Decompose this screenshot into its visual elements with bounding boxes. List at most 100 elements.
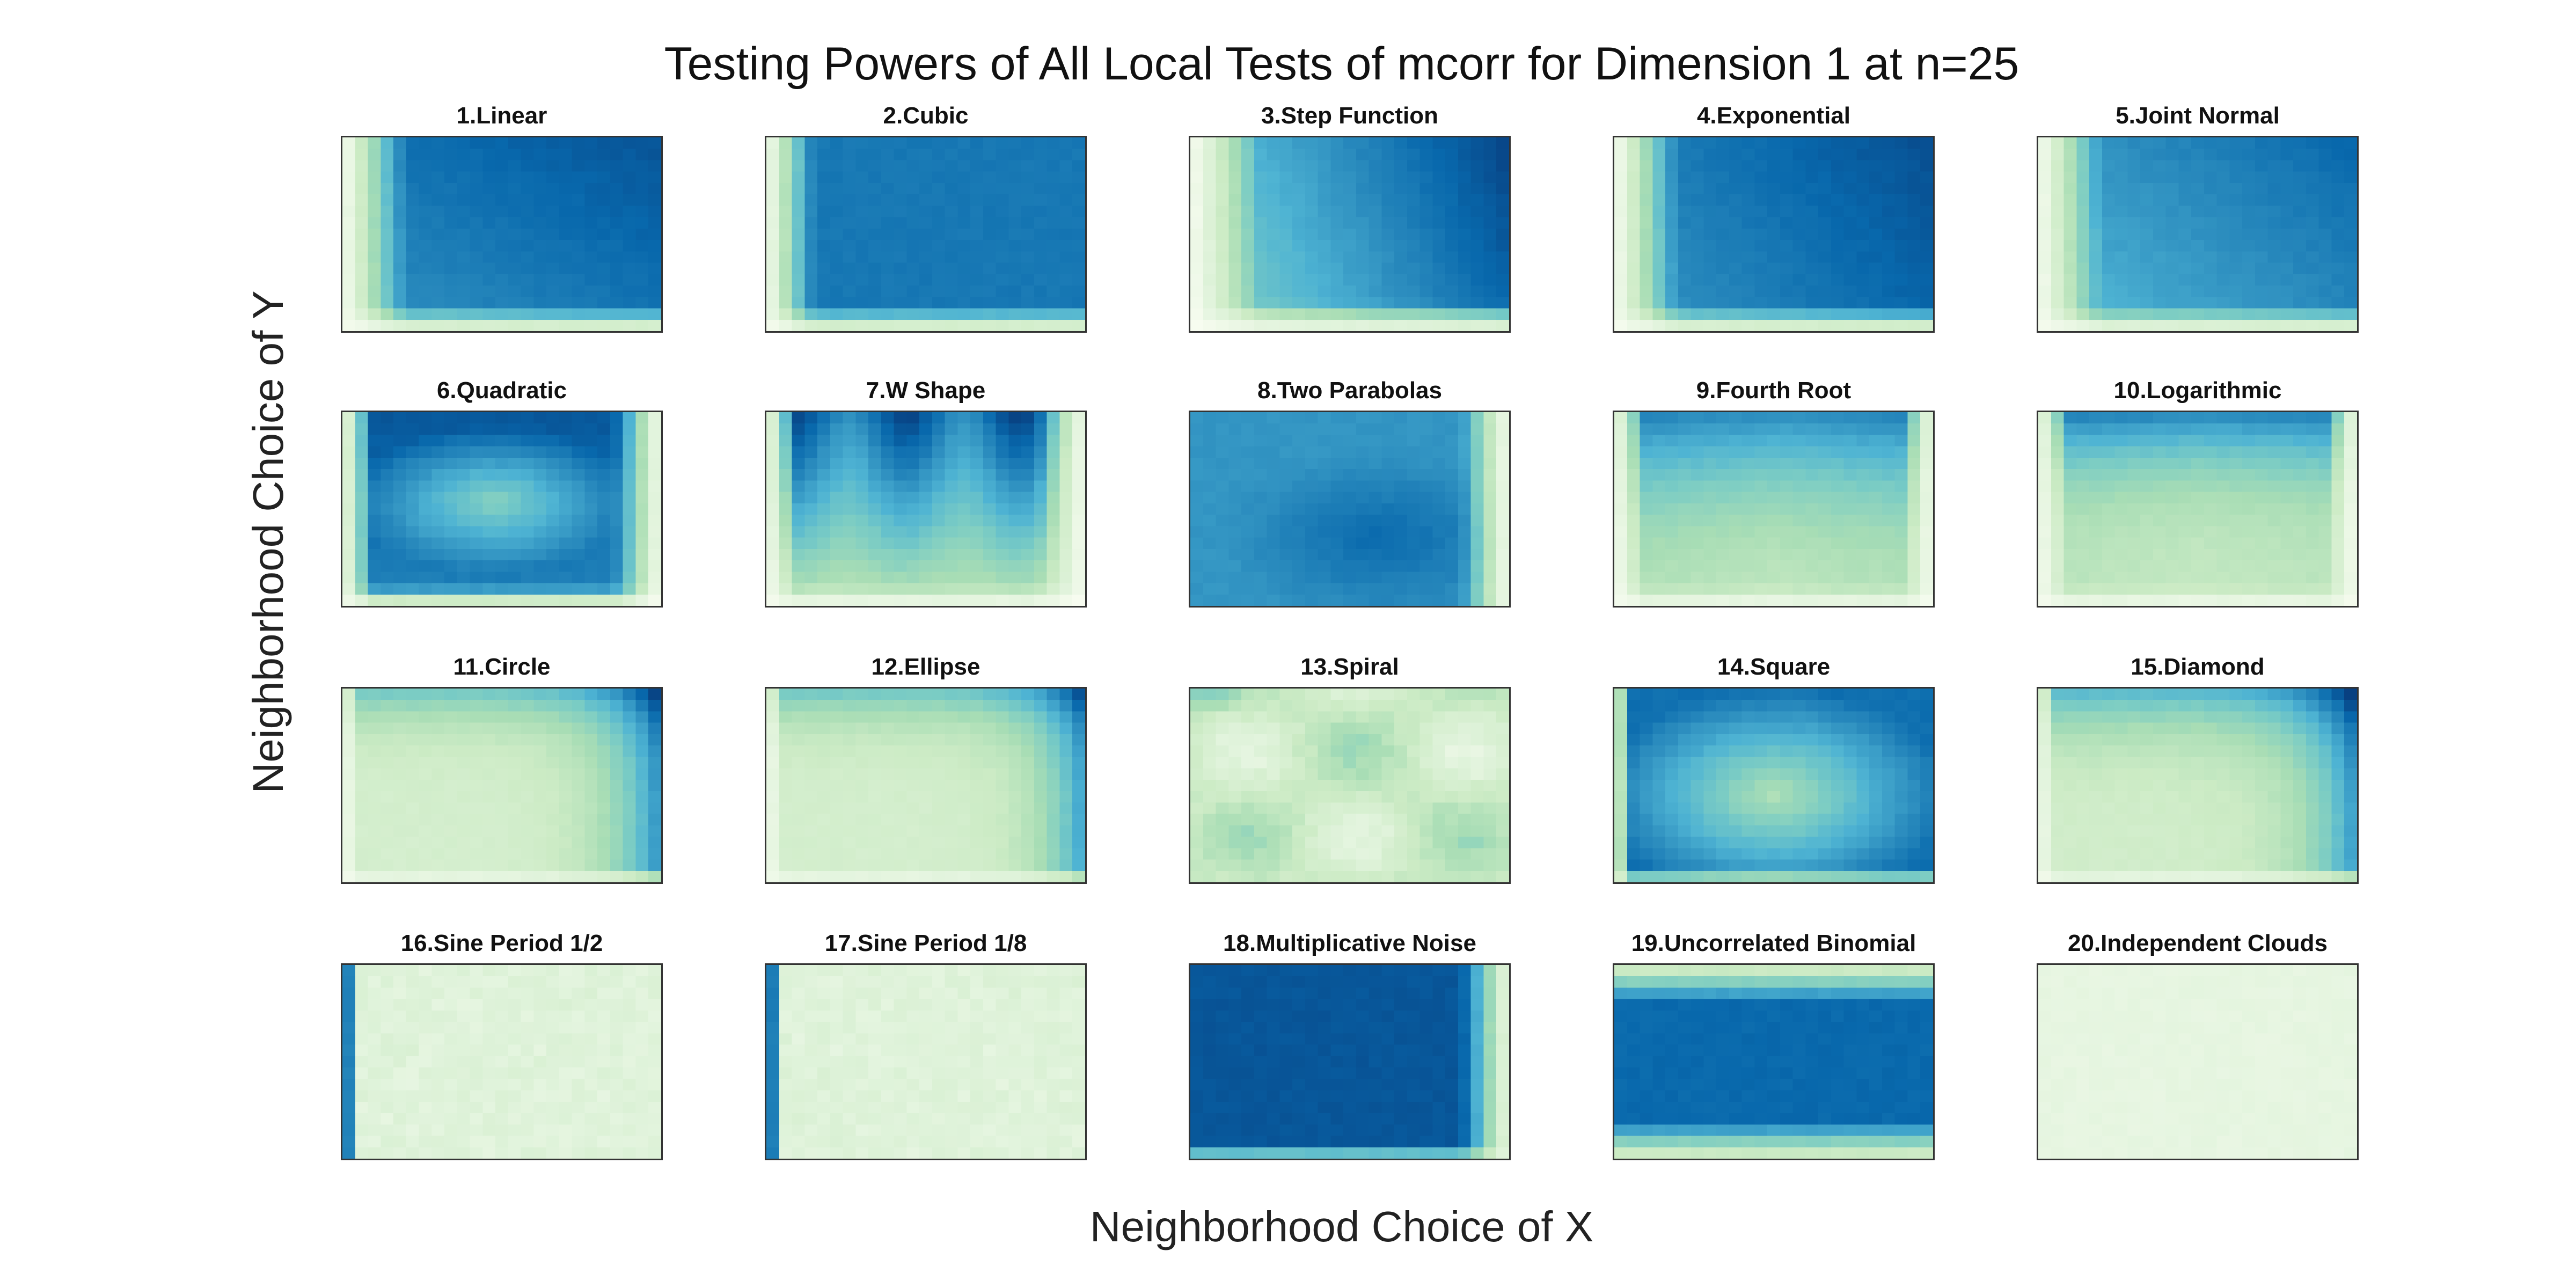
heatmap-cell xyxy=(1356,503,1370,515)
heatmap-cell xyxy=(804,206,818,218)
heatmap-cell xyxy=(957,802,971,815)
heatmap-cell xyxy=(597,515,611,526)
heatmap-cell xyxy=(1356,423,1370,435)
heatmap-cell xyxy=(945,240,958,252)
heatmap-cell xyxy=(2204,228,2218,240)
heatmap-cell xyxy=(983,560,997,572)
heatmap-cell xyxy=(355,171,368,184)
heatmap-cell xyxy=(406,182,420,195)
heatmap-cell xyxy=(1356,548,1370,561)
heatmap-cell xyxy=(970,262,984,275)
heatmap-cell xyxy=(1216,423,1229,435)
heatmap-cell xyxy=(597,251,611,264)
heatmap-cell xyxy=(495,825,509,837)
heatmap-cell xyxy=(2191,274,2205,286)
heatmap-cell xyxy=(919,457,933,470)
heatmap-cell xyxy=(2229,583,2243,595)
heatmap-cell xyxy=(508,722,522,735)
heatmap-cell xyxy=(1343,194,1357,206)
heatmap-cell xyxy=(1203,412,1216,424)
heatmap-cell xyxy=(932,262,946,275)
heatmap-cell xyxy=(1920,274,1933,286)
heatmap-cell xyxy=(470,286,483,297)
heatmap-cell xyxy=(1920,503,1933,515)
heatmap-cell xyxy=(648,412,661,424)
heatmap-cell xyxy=(2191,526,2205,538)
heatmap-cell xyxy=(1614,594,1628,606)
heatmap-cell xyxy=(2089,308,2103,320)
heatmap-cell xyxy=(1869,572,1883,583)
heatmap-cell xyxy=(2293,297,2307,309)
heatmap-cell xyxy=(1780,412,1794,424)
heatmap-cell xyxy=(1407,286,1421,297)
heatmap-cell xyxy=(1754,435,1768,447)
heatmap-cell xyxy=(1652,251,1666,264)
heatmap-cell xyxy=(2038,572,2052,583)
heatmap-cell xyxy=(1432,526,1446,538)
heatmap-cell xyxy=(957,814,971,826)
heatmap-cell xyxy=(419,572,432,583)
heatmap-cell xyxy=(1059,469,1073,481)
heatmap-cell xyxy=(2255,560,2268,572)
heatmap-cell xyxy=(342,689,356,700)
heatmap-cell xyxy=(368,228,381,240)
heatmap-cell xyxy=(881,779,895,792)
heatmap-cell xyxy=(419,870,432,882)
heatmap-cell xyxy=(1920,446,1933,458)
heatmap-cell xyxy=(1754,469,1768,481)
heatmap-cell xyxy=(766,469,780,481)
heatmap-cell xyxy=(2089,206,2103,218)
heatmap-cell xyxy=(1034,149,1048,160)
heatmap-cell xyxy=(546,423,560,435)
heatmap-cell xyxy=(2051,412,2064,424)
heatmap-cell xyxy=(906,286,920,297)
heatmap-cell xyxy=(1729,412,1743,424)
heatmap-cell xyxy=(1216,503,1229,515)
heatmap-cell xyxy=(380,194,394,206)
heatmap-cell xyxy=(1869,251,1883,264)
heatmap-cell xyxy=(1780,515,1794,526)
heatmap-cell xyxy=(457,149,471,160)
heatmap-cell xyxy=(1780,526,1794,538)
heatmap-cell xyxy=(1907,480,1921,493)
heatmap-cell xyxy=(1394,171,1408,184)
heatmap-cell xyxy=(533,469,547,481)
heatmap-cell xyxy=(1445,160,1459,172)
heatmap-cell xyxy=(970,457,984,470)
heatmap-cell xyxy=(1254,171,1268,184)
heatmap-cell xyxy=(881,149,895,160)
heatmap-cell xyxy=(470,160,483,172)
heatmap-cell xyxy=(1882,286,1896,297)
heatmap-cell xyxy=(804,319,818,331)
heatmap-cell xyxy=(406,757,420,769)
heatmap-cell xyxy=(1267,194,1280,206)
heatmap-cell xyxy=(1831,297,1845,309)
heatmap-cell xyxy=(2229,572,2243,583)
heatmap-cell xyxy=(1267,171,1280,184)
heatmap-cell xyxy=(2191,240,2205,252)
heatmap-cell xyxy=(881,297,895,309)
heatmap-cell xyxy=(2280,228,2294,240)
heatmap-cell xyxy=(1754,446,1768,458)
heatmap-cell xyxy=(1640,308,1653,320)
heatmap-cell xyxy=(1920,297,1933,309)
heatmap-cell xyxy=(2038,251,2052,264)
heatmap-cell xyxy=(830,791,844,803)
heatmap-cell xyxy=(868,583,882,595)
heatmap-cell xyxy=(521,722,534,735)
heatmap-cell xyxy=(2051,480,2064,493)
heatmap-cell xyxy=(868,412,882,424)
heatmap-cell xyxy=(1330,469,1344,481)
heatmap-cell xyxy=(1652,194,1666,206)
heatmap-cell xyxy=(1394,262,1408,275)
heatmap-cell xyxy=(1805,308,1819,320)
heatmap-cell xyxy=(1627,572,1640,583)
heatmap-cell xyxy=(355,745,368,757)
heatmap-cell xyxy=(1381,149,1395,160)
heatmap-cell xyxy=(2063,286,2077,297)
heatmap-cell xyxy=(1407,262,1421,275)
heatmap-cell xyxy=(970,274,984,286)
heatmap-cell xyxy=(1470,594,1484,606)
heatmap-cell xyxy=(1254,262,1268,275)
heatmap-cell xyxy=(1652,480,1666,493)
